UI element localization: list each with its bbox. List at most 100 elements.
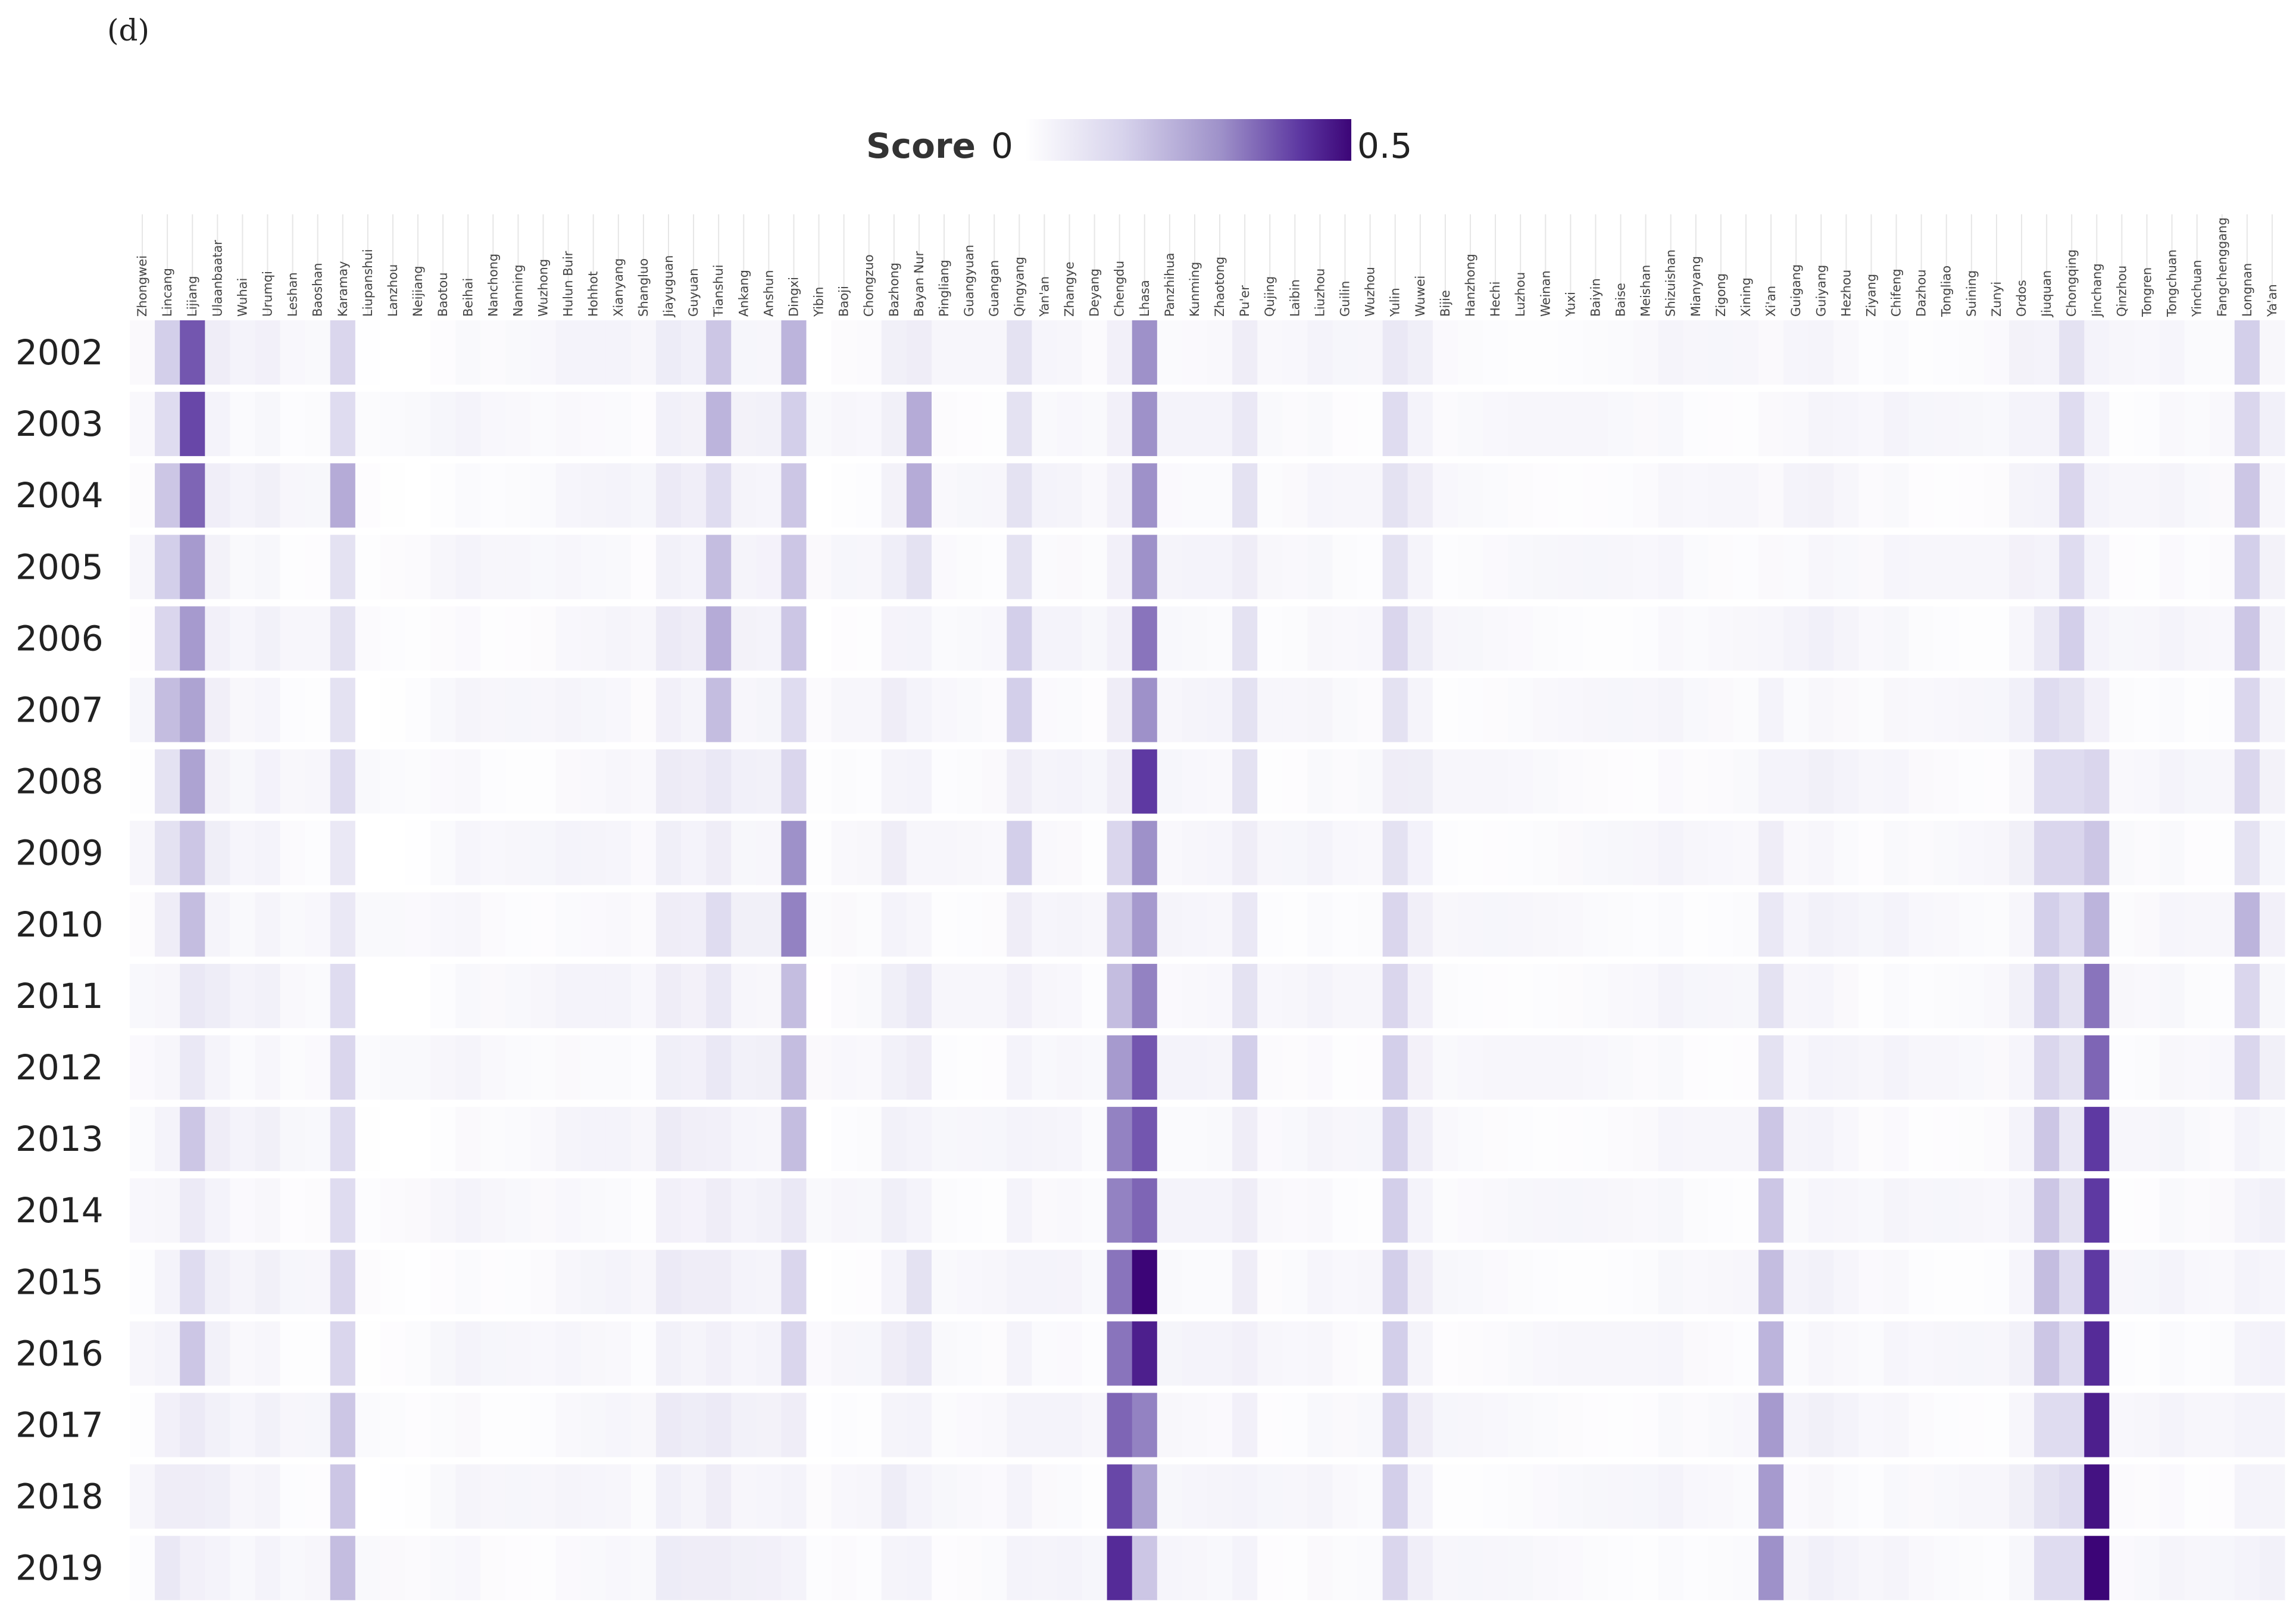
- legend-title: Score: [866, 126, 976, 166]
- heatmap-cell: [706, 1107, 732, 1172]
- heatmap-cell: [1082, 535, 1108, 600]
- heatmap-cell: [330, 463, 356, 528]
- heatmap-cell: [1833, 820, 1859, 885]
- city-label: Ziyang: [1864, 274, 1878, 317]
- heatmap-cell: [1257, 820, 1283, 885]
- heatmap-cell: [1608, 606, 1634, 671]
- heatmap-cell: [2059, 535, 2085, 600]
- heatmap-cell: [2059, 1321, 2085, 1386]
- heatmap-cell: [831, 392, 857, 457]
- heatmap-cell: [1057, 820, 1083, 885]
- heatmap-cell: [1007, 320, 1032, 385]
- heatmap-cell: [1658, 1535, 1684, 1600]
- heatmap-cell: [1132, 1321, 1158, 1386]
- heatmap-cell: [2234, 1178, 2260, 1243]
- heatmap-cell: [530, 892, 557, 957]
- heatmap-cell: [505, 320, 531, 385]
- heatmap-cell: [530, 1393, 557, 1457]
- heatmap-cell: [1357, 1321, 1383, 1386]
- heatmap-cell: [330, 1178, 356, 1243]
- heatmap-cell: [1082, 820, 1108, 885]
- year-label: 2017: [15, 1405, 104, 1446]
- heatmap-cell: [1057, 678, 1083, 742]
- heatmap-cell: [305, 749, 331, 814]
- heatmap-cell: [1733, 892, 1759, 957]
- heatmap-cell: [1232, 320, 1258, 385]
- heatmap-cell: [1407, 392, 1433, 457]
- heatmap-cell: [1257, 749, 1283, 814]
- heatmap-cell: [1157, 1107, 1183, 1172]
- city-label: Guyuan: [686, 269, 701, 317]
- heatmap-cell: [2008, 606, 2035, 671]
- heatmap-cell: [1808, 1464, 1834, 1529]
- heatmap-cell: [1132, 1035, 1158, 1100]
- heatmap-cell: [280, 1035, 306, 1100]
- heatmap-cell: [1508, 892, 1533, 957]
- heatmap-cell: [1457, 1464, 1483, 1529]
- heatmap-cell: [1107, 963, 1133, 1028]
- heatmap-cell: [555, 392, 582, 457]
- heatmap-cell: [1683, 606, 1709, 671]
- city-label: Hulun Buir: [561, 251, 576, 317]
- heatmap-cell: [1207, 320, 1233, 385]
- heatmap-cell: [982, 1035, 1007, 1100]
- city-label: Tianshui: [711, 264, 726, 317]
- heatmap-cell: [1207, 1535, 1233, 1600]
- heatmap-cell: [681, 320, 707, 385]
- heatmap-cell: [1758, 820, 1784, 885]
- heatmap-cell: [781, 892, 807, 957]
- heatmap-cell: [2259, 463, 2285, 528]
- city-label: Wuhai: [235, 278, 249, 317]
- heatmap-cell: [130, 1464, 155, 1529]
- heatmap-cell: [1282, 392, 1308, 457]
- heatmap-cell: [957, 1035, 982, 1100]
- heatmap-cell: [1282, 678, 1308, 742]
- heatmap-cell: [1057, 1321, 1083, 1386]
- heatmap-cell: [405, 820, 431, 885]
- heatmap-cell: [706, 320, 732, 385]
- city-label: Fangchenggang: [2215, 217, 2229, 317]
- heatmap-cell: [906, 606, 932, 671]
- heatmap-cell: [230, 1321, 255, 1386]
- heatmap-cell: [2059, 606, 2085, 671]
- heatmap-cell: [605, 820, 632, 885]
- heatmap-cell: [1207, 463, 1233, 528]
- heatmap-cell: [1558, 1321, 1583, 1386]
- heatmap-cell: [1508, 1535, 1533, 1600]
- heatmap-cell: [881, 1464, 907, 1529]
- heatmap-cell: [1257, 463, 1283, 528]
- heatmap-cell: [1457, 749, 1483, 814]
- heatmap-cell: [806, 1393, 832, 1457]
- heatmap-cell: [806, 1464, 832, 1529]
- heatmap-cell: [555, 1535, 582, 1600]
- heatmap-cell: [155, 820, 180, 885]
- heatmap-cell: [1683, 1321, 1709, 1386]
- heatmap-cell: [982, 678, 1007, 742]
- heatmap-cell: [2259, 1535, 2285, 1600]
- heatmap-cell: [1332, 1464, 1358, 1529]
- heatmap-cell: [1232, 820, 1258, 885]
- heatmap-cell: [2259, 606, 2285, 671]
- heatmap-cell: [1783, 1107, 1809, 1172]
- heatmap-cell: [982, 463, 1007, 528]
- heatmap-cell: [1132, 606, 1158, 671]
- heatmap-cell: [505, 1035, 531, 1100]
- heatmap-cell: [1357, 320, 1383, 385]
- heatmap-cell: [1107, 320, 1133, 385]
- heatmap-cell: [731, 963, 757, 1028]
- heatmap-cell: [2159, 1464, 2185, 1529]
- heatmap-cell: [205, 1107, 230, 1172]
- heatmap-cell: [430, 678, 456, 742]
- city-label: Yulin: [1388, 288, 1402, 317]
- heatmap-cell: [1733, 1393, 1759, 1457]
- heatmap-cell: [706, 1535, 732, 1600]
- heatmap-cell: [1808, 1107, 1834, 1172]
- heatmap-cell: [1232, 535, 1258, 600]
- heatmap-cell: [230, 820, 255, 885]
- heatmap-cell: [1608, 320, 1634, 385]
- heatmap-cell: [1207, 1178, 1233, 1243]
- heatmap-cell: [1533, 1535, 1558, 1600]
- city-label: Ulaanbaatar: [210, 240, 224, 317]
- heatmap-cell: [2259, 678, 2285, 742]
- heatmap-cell: [605, 1321, 632, 1386]
